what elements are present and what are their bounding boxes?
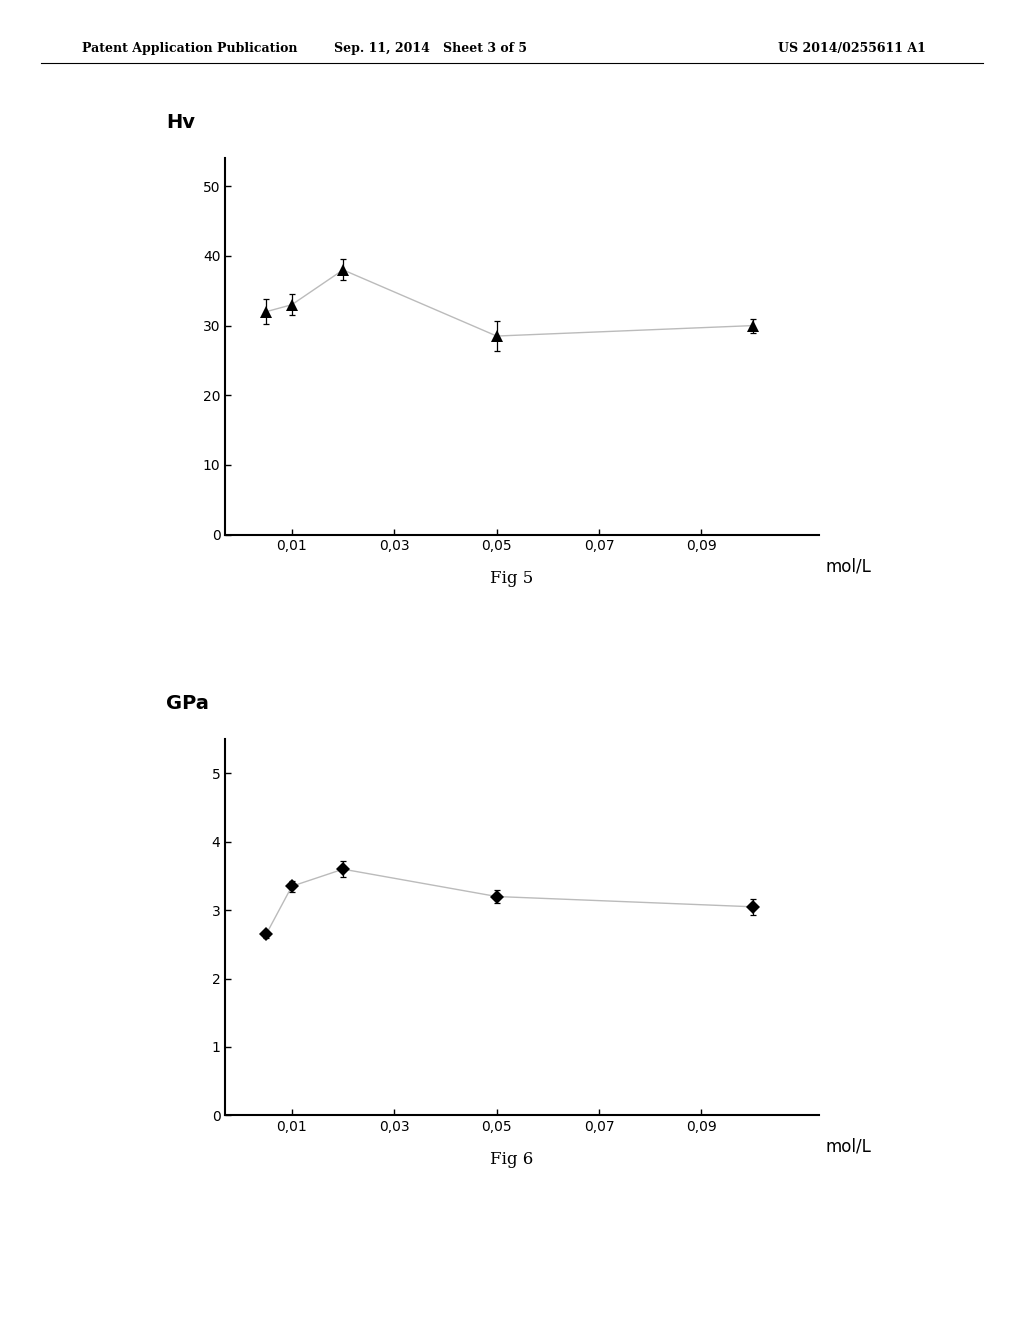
- Text: mol/L: mol/L: [825, 557, 871, 576]
- Text: Sep. 11, 2014   Sheet 3 of 5: Sep. 11, 2014 Sheet 3 of 5: [334, 42, 526, 55]
- Text: Fig 5: Fig 5: [490, 570, 534, 587]
- Text: Patent Application Publication: Patent Application Publication: [82, 42, 297, 55]
- Text: Hv: Hv: [166, 114, 195, 132]
- Text: US 2014/0255611 A1: US 2014/0255611 A1: [778, 42, 926, 55]
- Text: Fig 6: Fig 6: [490, 1151, 534, 1168]
- Text: GPa: GPa: [166, 694, 209, 713]
- Text: mol/L: mol/L: [825, 1138, 871, 1156]
